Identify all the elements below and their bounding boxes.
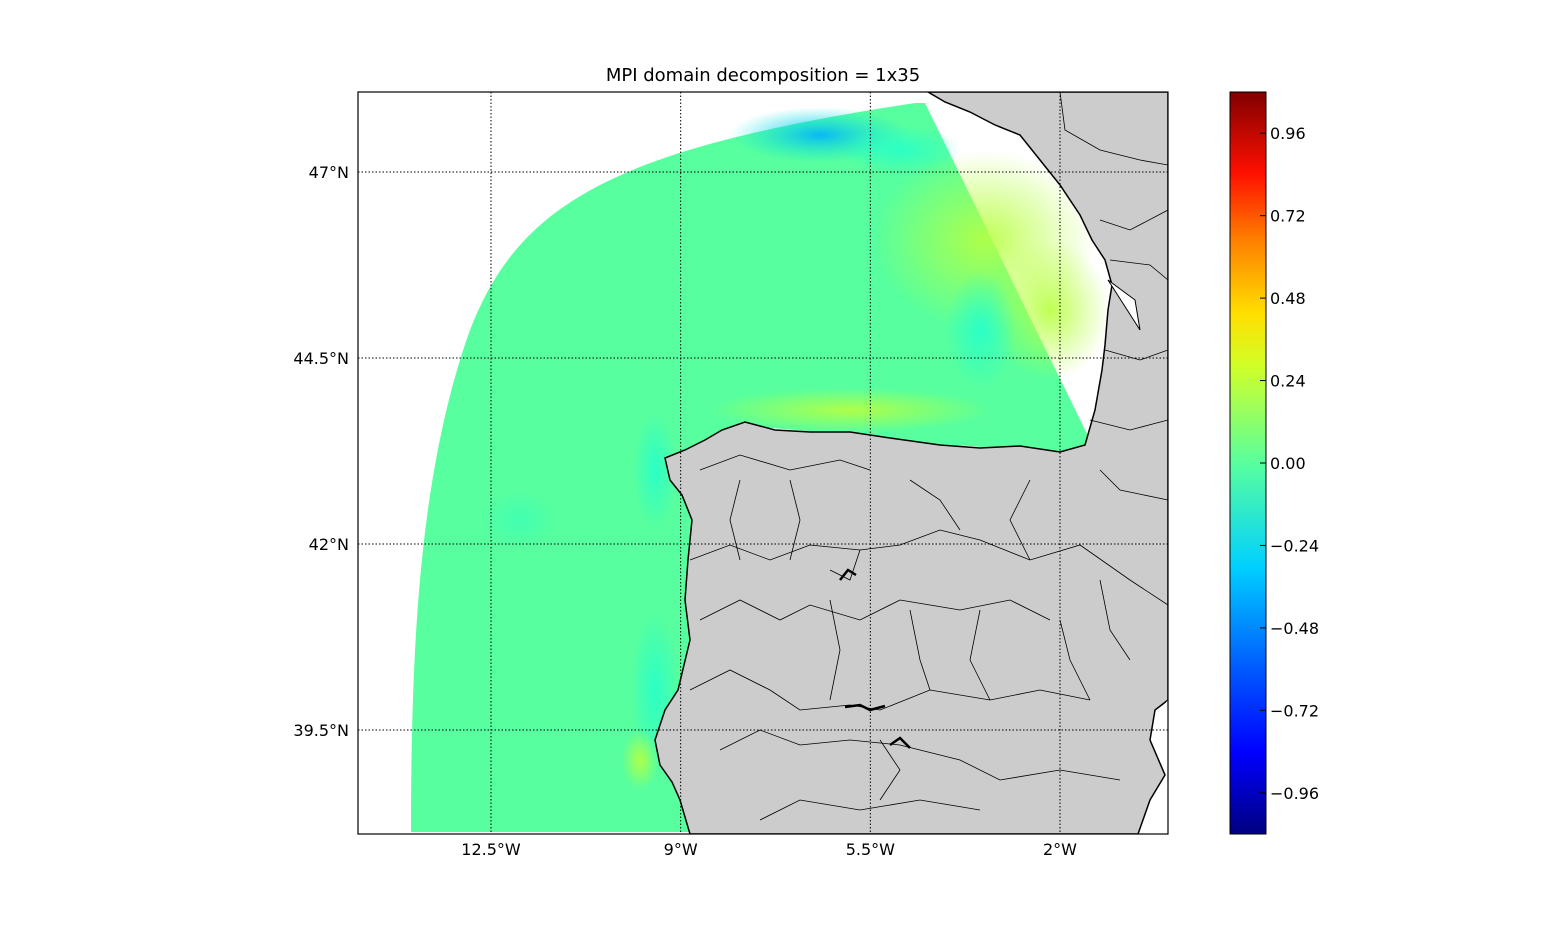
outside-domain bbox=[1140, 790, 1168, 834]
anomaly-patch bbox=[945, 270, 1015, 390]
anomaly-patch bbox=[622, 730, 658, 790]
rivers-borders bbox=[689, 92, 1168, 821]
colorbar-tick-label: 0.24 bbox=[1270, 372, 1306, 391]
reservoir bbox=[839, 568, 857, 581]
anomaly-patch bbox=[480, 490, 560, 550]
colorbar-tick-label: −0.24 bbox=[1270, 536, 1319, 555]
colorbar-tick-label: 0.48 bbox=[1270, 289, 1306, 308]
map-frame bbox=[357, 91, 1169, 835]
longitude-label: 5.5°W bbox=[846, 840, 895, 859]
longitude-label: 9°W bbox=[664, 840, 698, 859]
latitude-labels: 47°N 44.5°N 42°N 39.5°N bbox=[293, 163, 349, 740]
colorbar-tick-label: −0.96 bbox=[1270, 784, 1319, 803]
map-title: MPI domain decomposition = 1x35 bbox=[606, 65, 920, 86]
latitude-label: 44.5°N bbox=[293, 349, 349, 368]
reservoir bbox=[889, 736, 911, 749]
longitude-label: 12.5°W bbox=[461, 840, 521, 859]
map-area bbox=[358, 92, 1168, 834]
longitude-label: 2°W bbox=[1043, 840, 1077, 859]
colorbar-tick-label: 0.96 bbox=[1270, 124, 1306, 143]
colorbar-tick-label: −0.48 bbox=[1270, 619, 1319, 638]
coastal-notch bbox=[1107, 279, 1141, 331]
colorbar-tick-label: 0.72 bbox=[1270, 207, 1306, 226]
outside-domain bbox=[1152, 700, 1168, 780]
gridlines bbox=[358, 92, 1168, 834]
anomaly-patch bbox=[990, 240, 1110, 380]
iberia-land bbox=[654, 92, 1168, 834]
anomaly-patch bbox=[840, 125, 960, 175]
reservoir bbox=[844, 703, 886, 712]
anomaly-patch bbox=[633, 410, 677, 530]
colorbar-tick-label: −0.72 bbox=[1270, 701, 1319, 720]
colorbar-ticks: 0.96 0.72 0.48 0.24 0.00 −0.24 −0.48 −0.72 −0.96 bbox=[1260, 124, 1319, 803]
latitude-label: 47°N bbox=[309, 163, 349, 182]
latitude-label: 39.5°N bbox=[293, 721, 349, 740]
longitude-labels: 12.5°W 9°W 5.5°W 2°W bbox=[461, 840, 1077, 859]
anomaly-patch bbox=[710, 388, 990, 432]
latitude-label: 42°N bbox=[309, 535, 349, 554]
colorbar-tick-label: 0.00 bbox=[1270, 454, 1306, 473]
